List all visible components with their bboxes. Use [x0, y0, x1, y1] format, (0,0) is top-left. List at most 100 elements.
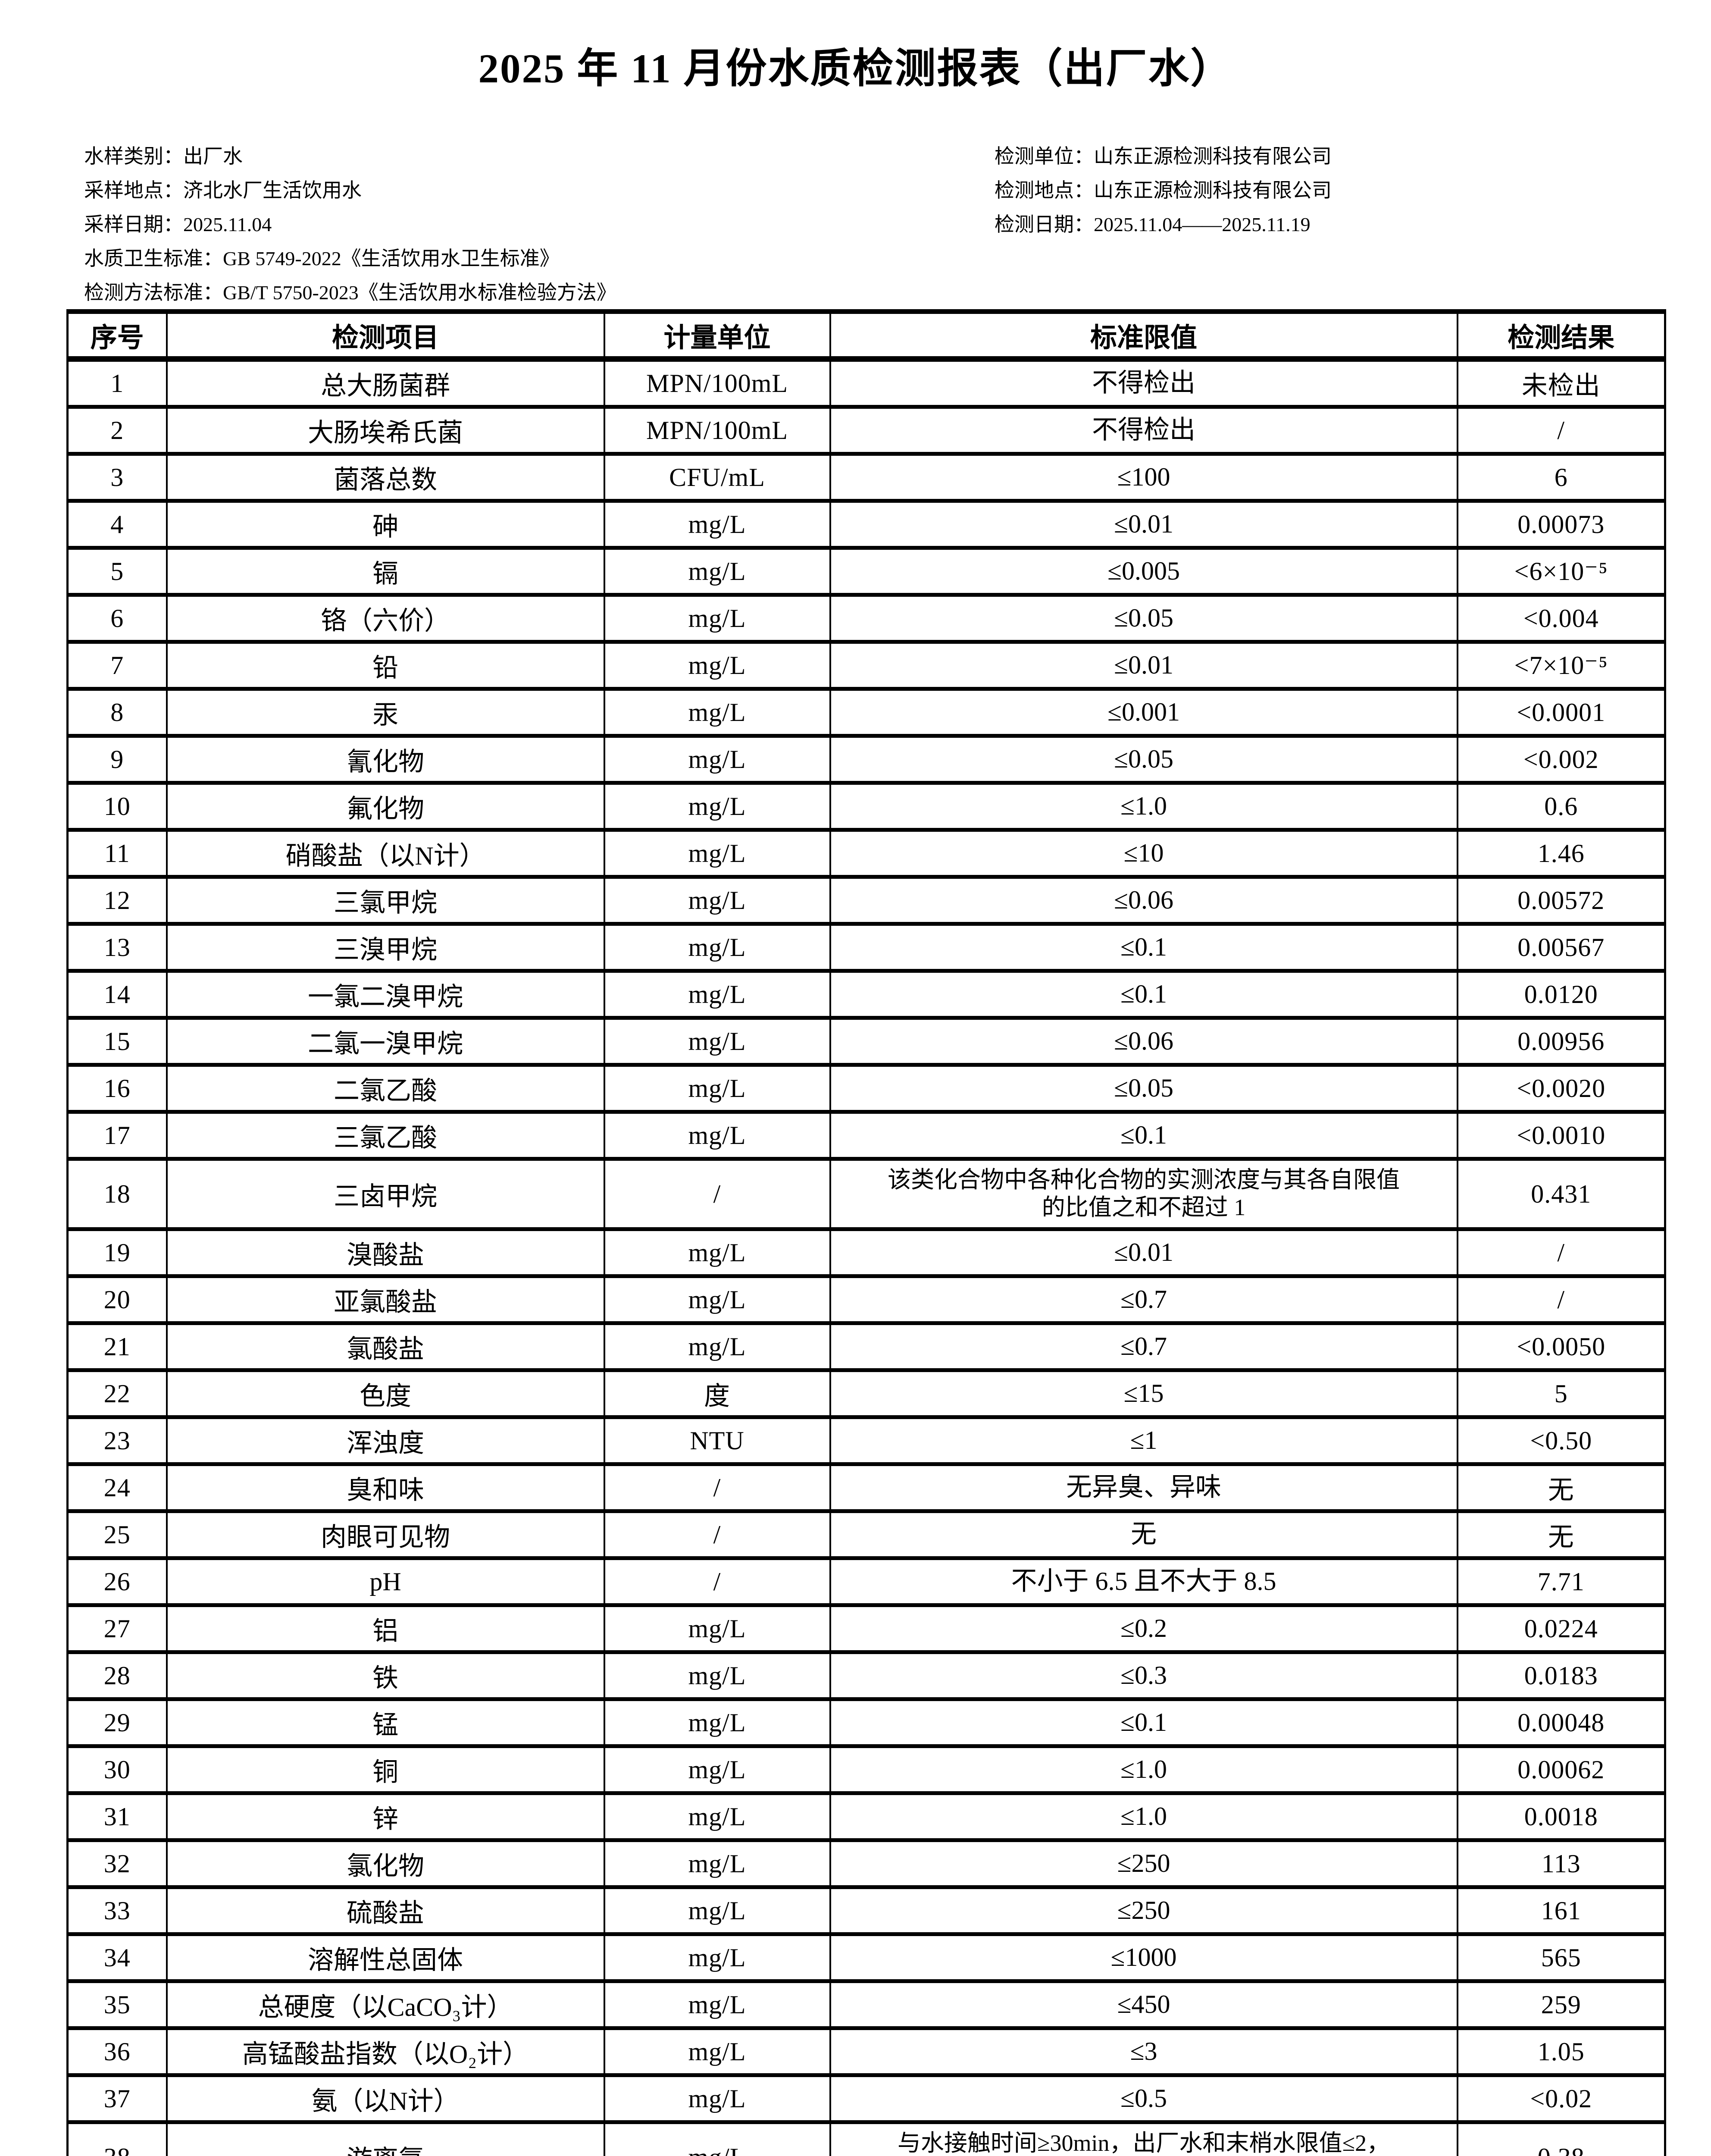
- row-item-name: 肉眼可见物: [166, 1509, 605, 1560]
- row-unit: /: [603, 1509, 831, 1560]
- row-item-name: 铜: [166, 1744, 605, 1795]
- row-test-result: 未检出: [1456, 357, 1666, 409]
- row-number: 13: [66, 922, 168, 973]
- row-item-name: 氰化物: [166, 734, 605, 785]
- row-number: 16: [66, 1063, 168, 1114]
- info-line-test-org: 检测单位：山东正源检测科技有限公司: [995, 145, 1332, 167]
- row-unit: 度: [603, 1368, 831, 1419]
- row-number: 3: [66, 452, 168, 503]
- row-item-name: 锰: [166, 1697, 605, 1748]
- row-item-name: 硝酸盐（以N计）: [166, 828, 605, 879]
- table-row: 26 pH / 不小于 6.5 且不大于 8.5 7.71: [66, 1556, 1666, 1607]
- row-unit: mg/L: [603, 1932, 831, 1983]
- row-number: 9: [66, 734, 168, 785]
- row-standard-limit: ≤450: [829, 1979, 1458, 2030]
- row-test-result: 0.00062: [1456, 1744, 1666, 1795]
- row-standard-limit: ≤0.1: [829, 969, 1458, 1020]
- row-unit: mg/L: [603, 969, 831, 1020]
- row-item-name: 三氯乙酸: [166, 1110, 605, 1161]
- table-row: 24 臭和味 / 无异臭、异味 无: [66, 1462, 1666, 1513]
- row-unit: mg/L: [603, 1063, 831, 1114]
- row-test-result: /: [1456, 1274, 1666, 1325]
- row-test-result: 0.6: [1456, 781, 1666, 832]
- row-unit: mg/L: [603, 1744, 831, 1795]
- row-test-result: 0.38: [1456, 2120, 1666, 2156]
- row-item-name: 汞: [166, 687, 605, 738]
- row-standard-limit: ≤0.5: [829, 2073, 1458, 2124]
- info-line-sample-location: 采样地点：济北水厂生活饮用水: [84, 179, 362, 201]
- row-item-name: 氯酸盐: [166, 1321, 605, 1372]
- table-row: 7 铅 mg/L ≤0.01 <7×10⁻⁵: [66, 640, 1666, 691]
- row-standard-limit: ≤1: [829, 1415, 1458, 1466]
- row-item-name: 三溴甲烷: [166, 922, 605, 973]
- row-item-name: 大肠埃希氏菌: [166, 405, 605, 456]
- row-test-result: 0.0120: [1456, 969, 1666, 1020]
- col-header-unit: 计量单位: [603, 310, 831, 362]
- table-row: 33 硫酸盐 mg/L ≤250 161: [66, 1885, 1666, 1936]
- row-standard-limit: ≤250: [829, 1885, 1458, 1936]
- table-row: 27 铝 mg/L ≤0.2 0.0224: [66, 1603, 1666, 1654]
- table-header-row: 序号 检测项目 计量单位 标准限值 检测结果: [66, 310, 1666, 362]
- row-standard-limit: ≤0.06: [829, 1016, 1458, 1067]
- row-unit: mg/L: [603, 1979, 831, 2030]
- row-standard-limit: ≤0.2: [829, 1603, 1458, 1654]
- row-test-result: 0.431: [1456, 1157, 1666, 1231]
- row-item-name: 铅: [166, 640, 605, 691]
- row-unit: mg/L: [603, 2073, 831, 2124]
- row-standard-limit: ≤0.1: [829, 1110, 1458, 1161]
- row-standard-limit: 该类化合物中各种化合物的实测浓度与其各自限值 的比值之和不超过 1: [829, 1157, 1458, 1231]
- row-item-name: 总大肠菌群: [166, 357, 605, 409]
- row-number: 36: [66, 2026, 168, 2077]
- row-standard-limit: 不小于 6.5 且不大于 8.5: [829, 1556, 1458, 1607]
- info-line-test-date: 检测日期：2025.11.04——2025.11.19: [995, 213, 1311, 235]
- table-row: 15 二氯一溴甲烷 mg/L ≤0.06 0.00956: [66, 1016, 1666, 1067]
- row-number: 38: [66, 2120, 168, 2156]
- row-item-name: 铬（六价）: [166, 593, 605, 644]
- row-item-name: pH: [166, 1556, 605, 1607]
- row-item-name: 菌落总数: [166, 452, 605, 503]
- row-test-result: 7.71: [1456, 1556, 1666, 1607]
- table-row: 37 氨（以N计） mg/L ≤0.5 <0.02: [66, 2073, 1666, 2124]
- row-number: 22: [66, 1368, 168, 1419]
- row-number: 23: [66, 1415, 168, 1466]
- row-number: 8: [66, 687, 168, 738]
- row-test-result: <6×10⁻⁵: [1456, 546, 1666, 597]
- row-test-result: /: [1456, 405, 1666, 456]
- table-row: 30 铜 mg/L ≤1.0 0.00062: [66, 1744, 1666, 1795]
- row-item-name: 臭和味: [166, 1462, 605, 1513]
- row-test-result: <0.0050: [1456, 1321, 1666, 1372]
- row-standard-limit: ≤100: [829, 452, 1458, 503]
- row-unit: mg/L: [603, 922, 831, 973]
- table-row: 16 二氯乙酸 mg/L ≤0.05 <0.0020: [66, 1063, 1666, 1114]
- col-header-limit: 标准限值: [829, 310, 1458, 362]
- row-item-name: 二氯一溴甲烷: [166, 1016, 605, 1067]
- report-info: 水样类别：出厂水 采样地点：济北水厂生活饮用水 采样日期：2025.11.04 …: [84, 139, 1711, 309]
- row-unit: MPN/100mL: [603, 357, 831, 409]
- table-row: 11 硝酸盐（以N计） mg/L ≤10 1.46: [66, 828, 1666, 879]
- row-item-name: 铁: [166, 1650, 605, 1701]
- table-row: 18 三卤甲烷 / 该类化合物中各种化合物的实测浓度与其各自限值 的比值之和不超…: [66, 1157, 1666, 1231]
- row-item-name: 氯化物: [166, 1838, 605, 1889]
- row-unit: mg/L: [603, 593, 831, 644]
- row-number: 25: [66, 1509, 168, 1560]
- row-unit: mg/L: [603, 1603, 831, 1654]
- row-standard-limit: ≤1.0: [829, 1791, 1458, 1842]
- row-item-name: 高锰酸盐指数（以O₂计）: [166, 2026, 605, 2077]
- row-unit: MPN/100mL: [603, 405, 831, 456]
- row-test-result: 1.05: [1456, 2026, 1666, 2077]
- row-test-result: 0.0018: [1456, 1791, 1666, 1842]
- row-item-name: 铝: [166, 1603, 605, 1654]
- table-row: 19 溴酸盐 mg/L ≤0.01 /: [66, 1227, 1666, 1278]
- info-line-hygiene-standard: 水质卫生标准：GB 5749-2022《生活饮用水卫生标准》: [84, 248, 560, 270]
- row-number: 32: [66, 1838, 168, 1889]
- table-row: 1 总大肠菌群 MPN/100mL 不得检出 未检出: [66, 357, 1666, 409]
- row-unit: mg/L: [603, 1016, 831, 1067]
- row-test-result: 0.00956: [1456, 1016, 1666, 1067]
- row-unit: mg/L: [603, 1838, 831, 1889]
- table-row: 8 汞 mg/L ≤0.001 <0.0001: [66, 687, 1666, 738]
- row-test-result: 0.00048: [1456, 1697, 1666, 1748]
- row-test-result: 0.00572: [1456, 875, 1666, 926]
- row-standard-limit: ≤0.1: [829, 1697, 1458, 1748]
- row-number: 7: [66, 640, 168, 691]
